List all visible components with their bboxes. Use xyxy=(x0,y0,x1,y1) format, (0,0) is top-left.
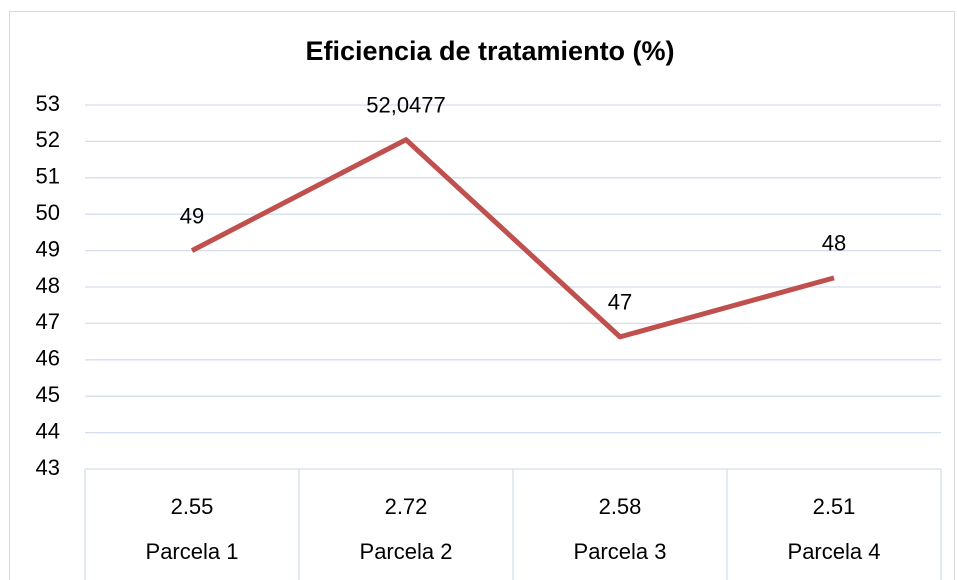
y-tick-label: 52 xyxy=(36,127,60,152)
x-sub-label: 2.55 xyxy=(171,494,214,519)
y-tick-label: 44 xyxy=(36,418,60,443)
x-sub-label: 2.72 xyxy=(385,494,428,519)
y-tick-label: 51 xyxy=(36,164,60,189)
data-line xyxy=(190,137,835,340)
y-tick-label: 46 xyxy=(36,346,60,371)
y-tick-label: 53 xyxy=(36,91,60,116)
y-tick-label: 50 xyxy=(36,200,60,225)
chart-border xyxy=(9,11,955,580)
x-tick-label: Parcela 4 xyxy=(788,539,881,564)
chart-title: Eficiencia de tratamiento (%) xyxy=(305,36,674,66)
data-label: 47 xyxy=(608,290,632,315)
y-tick-label: 43 xyxy=(36,455,60,480)
x-sub-label: 2.58 xyxy=(599,494,642,519)
x-tick-label: Parcela 3 xyxy=(574,539,667,564)
data-label: 49 xyxy=(180,203,204,228)
x-tick-label: Parcela 2 xyxy=(360,539,453,564)
y-tick-label: 45 xyxy=(36,382,60,407)
y-tick-label: 49 xyxy=(36,236,60,261)
y-tick-label: 48 xyxy=(36,273,60,298)
y-tick-label: 47 xyxy=(36,309,60,334)
x-tick-label: Parcela 1 xyxy=(146,539,239,564)
data-label: 52,0477 xyxy=(366,92,446,117)
x-sub-label: 2.51 xyxy=(813,494,856,519)
data-label: 48 xyxy=(822,231,846,256)
